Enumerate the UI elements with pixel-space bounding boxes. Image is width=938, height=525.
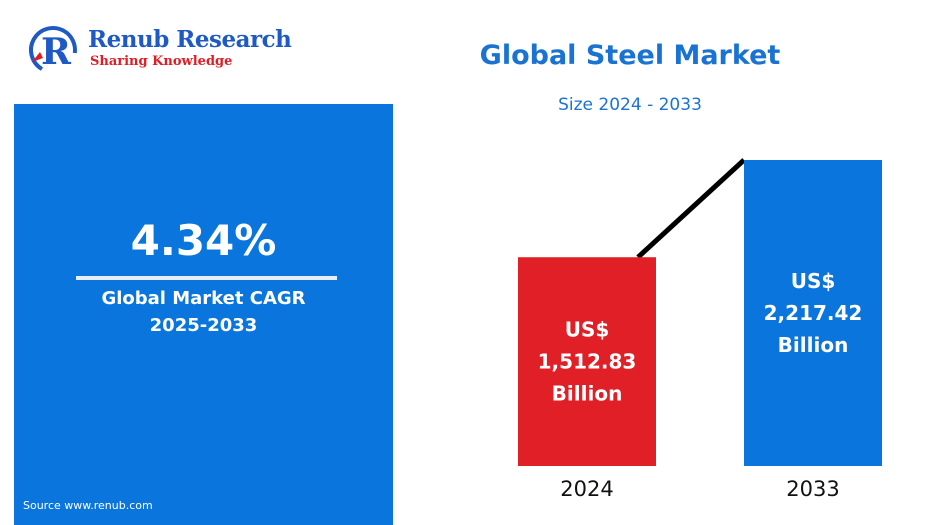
bar-value-label: 1,512.83 (538, 350, 637, 374)
bar-chart: US$ 1,512.83 Billion 2024 US$ 2,217.42 Billion… (518, 158, 882, 501)
renub-logo-icon: R (29, 25, 78, 74)
cagr-value: 4.34% (130, 216, 277, 265)
cagr-period: 2025-2033 (149, 315, 258, 336)
chart-subtitle: Size 2024 - 2033 (558, 95, 702, 115)
x-tick-label: 2024 (560, 477, 613, 501)
source-note: Source www.renub.com (23, 499, 153, 512)
brand-name: Renub Research (88, 26, 292, 53)
x-tick-label: 2033 (786, 477, 839, 501)
bar-value-label: Billion (552, 382, 623, 406)
cagr-divider (76, 276, 337, 280)
brand-tagline: Sharing Knowledge (90, 54, 233, 69)
brand-logo: R Renub Research Sharing Knowledge (26, 22, 316, 82)
bar-value-label: US$ (565, 318, 610, 342)
chart-title: Global Steel Market (479, 40, 781, 71)
svg-text:R: R (41, 31, 72, 73)
bar-value-label: US$ (791, 269, 836, 293)
bar-value-label: Billion (778, 333, 849, 357)
trend-line (636, 158, 746, 260)
cagr-label: Global Market CAGR (101, 288, 306, 309)
bar-value-label: 2,217.42 (764, 301, 863, 325)
bar-2033 (744, 160, 882, 466)
bar-2024 (518, 257, 656, 466)
cagr-panel: 4.34% Global Market CAGR 2025-2033 Sourc… (14, 104, 393, 525)
